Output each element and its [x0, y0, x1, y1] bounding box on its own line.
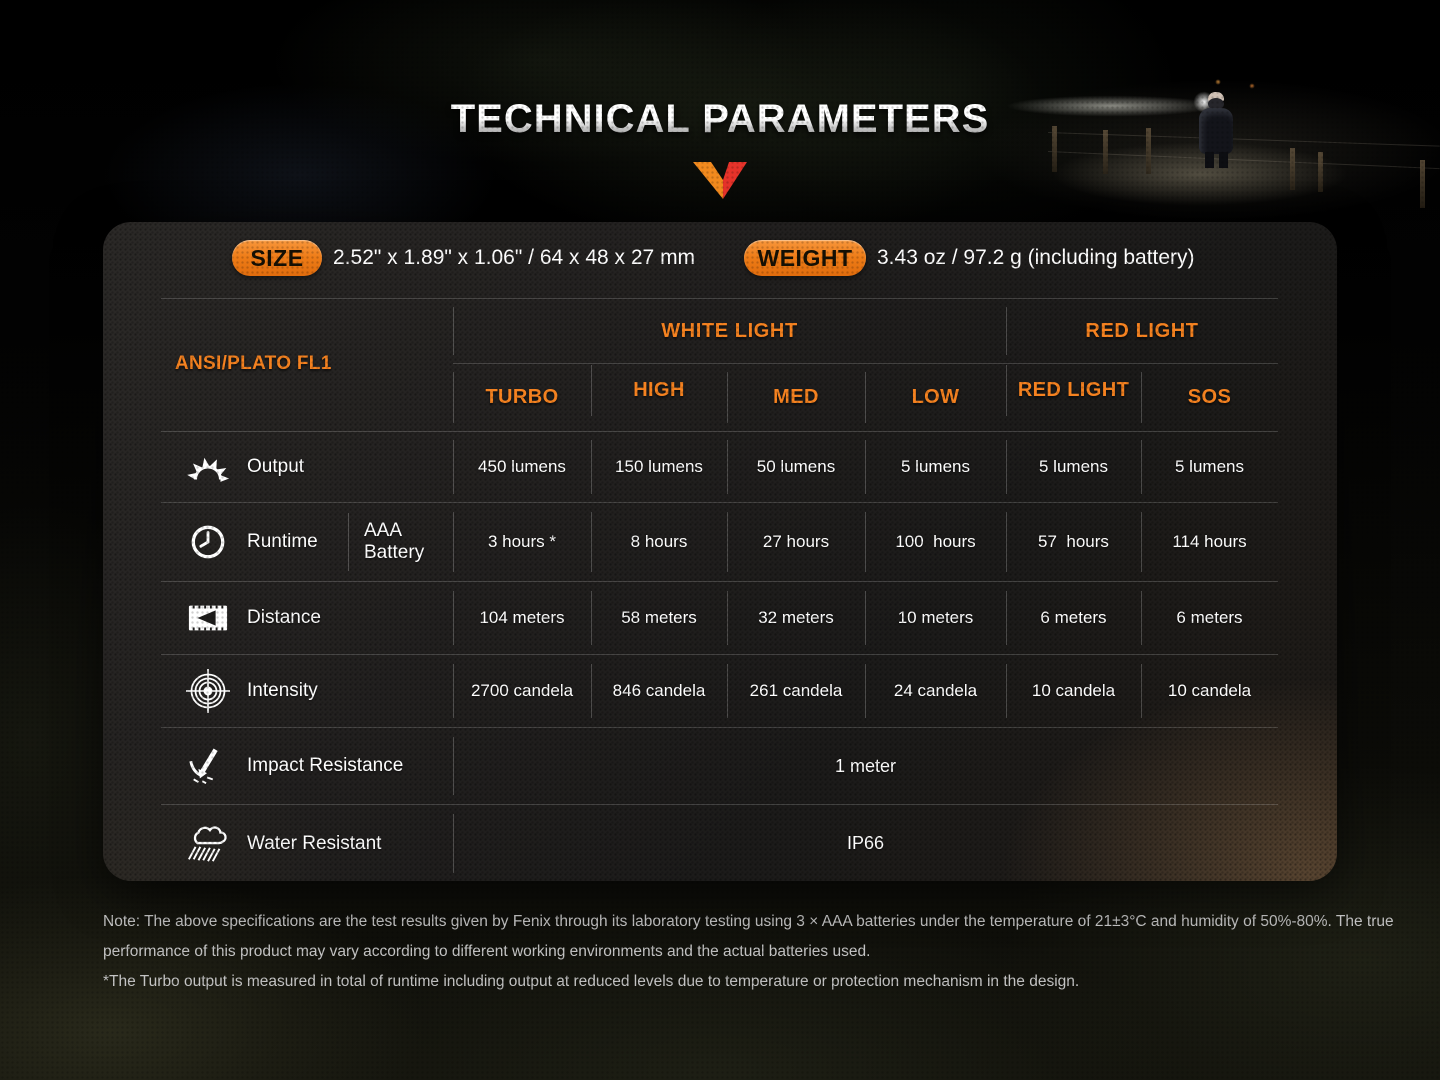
- footnote-line: Note: The above specifications are the t…: [103, 913, 1394, 930]
- hiker-leg: [1205, 152, 1214, 168]
- value-cell: 10 candela: [1006, 655, 1141, 727]
- hiker-with-headlamp: [1196, 92, 1236, 168]
- rain-cloud-icon: [185, 823, 231, 865]
- row-label-text: Intensity: [247, 680, 318, 701]
- row-label-text: Water Resistant: [247, 832, 382, 854]
- row-label-water: Water Resistant: [161, 805, 453, 882]
- value-cell: 10 meters: [865, 582, 1006, 654]
- row-label-text: Impact Resistance: [247, 755, 404, 776]
- fence-post: [1290, 148, 1295, 190]
- battery-divider: [348, 513, 349, 571]
- group-header-row: WHITE LIGHT RED LIGHT: [161, 298, 1278, 364]
- page-title: TECHNICAL PARAMETERS: [0, 97, 1440, 142]
- value-cell: 32 meters: [727, 582, 865, 654]
- clock-runtime-icon: [185, 523, 231, 561]
- value-cell: 6 meters: [1006, 582, 1141, 654]
- fence-post: [1103, 130, 1108, 174]
- value-cell: 3 hours *: [453, 503, 591, 581]
- footnote-line: *The Turbo output is measured in total o…: [103, 973, 1080, 990]
- fence-post: [1052, 126, 1057, 172]
- table-row-runtime: Runtime AAA Battery 3 hours * 8 hours 27…: [161, 503, 1278, 582]
- merged-value-cell: 1 meter: [453, 728, 1278, 804]
- white-light-group-header: WHITE LIGHT: [453, 299, 1006, 364]
- spec-panel: SIZE 2.52" x 1.89" x 1.06" / 64 x 48 x 2…: [103, 222, 1337, 881]
- spec-table: ANSI/PLATO FL1 WHITE LIGHT RED LIGHT TUR…: [161, 298, 1278, 882]
- hiker-backpack: [1199, 108, 1233, 154]
- value-cell: 5 lumens: [1141, 432, 1278, 502]
- impact-hammer-icon: [185, 746, 231, 786]
- value-cell: 261 candela: [727, 655, 865, 727]
- corner-spacer: [161, 299, 453, 364]
- value-cell: 5 lumens: [1006, 432, 1141, 502]
- mode-header-row: TURBO HIGH MED LOW RED LIGHT SOS: [161, 364, 1278, 432]
- standard-label: ANSI/PLATO FL1: [175, 353, 332, 374]
- weight-value: 3.43 oz / 97.2 g (including battery): [877, 246, 1195, 269]
- mode-header-turbo: TURBO: [453, 364, 591, 431]
- mode-header-redlight: RED LIGHT: [1006, 357, 1141, 424]
- row-label-text: Runtime: [247, 531, 318, 552]
- table-row-output: Output 450 lumens 150 lumens 50 lumens 5…: [161, 432, 1278, 503]
- value-cell: 104 meters: [453, 582, 591, 654]
- row-label-intensity: Intensity: [161, 655, 453, 727]
- value-cell: 50 lumens: [727, 432, 865, 502]
- merged-value-cell: IP66: [453, 805, 1278, 882]
- battery-type-label: AAA Battery: [364, 519, 425, 563]
- table-row-impact: Impact Resistance 1 meter: [161, 728, 1278, 805]
- weight-badge: WEIGHT: [744, 240, 866, 276]
- table-row-intensity: Intensity 2700 candela 846 candela 261 c…: [161, 655, 1278, 728]
- table-row-water: Water Resistant IP66: [161, 805, 1278, 882]
- fence-post: [1420, 160, 1425, 208]
- value-cell: 2700 candela: [453, 655, 591, 727]
- size-value: 2.52" x 1.89" x 1.06" / 64 x 48 x 27 mm: [333, 246, 696, 269]
- value-cell: 846 candela: [591, 655, 727, 727]
- value-cell: 100 hours: [865, 503, 1006, 581]
- value-cell: 24 candela: [865, 655, 1006, 727]
- red-light-group-header: RED LIGHT: [1006, 299, 1278, 364]
- corner-spacer: [161, 364, 453, 431]
- beam-distance-icon: [185, 601, 231, 635]
- target-intensity-icon: [185, 669, 231, 713]
- value-cell: 114 hours: [1141, 503, 1278, 581]
- fenix-chevron-logo-icon: [693, 162, 747, 199]
- mode-header-low: LOW: [865, 364, 1006, 431]
- value-cell: 8 hours: [591, 503, 727, 581]
- value-cell: 6 meters: [1141, 582, 1278, 654]
- table-row-distance: Distance 104 meters 58 meters 32 meters …: [161, 582, 1278, 655]
- mode-header-med: MED: [727, 364, 865, 431]
- footnote-line: performance of this product may vary acc…: [103, 943, 871, 960]
- hiker-head: [1208, 98, 1224, 110]
- fence-post: [1318, 152, 1323, 192]
- value-cell: 150 lumens: [591, 432, 727, 502]
- value-cell: 58 meters: [591, 582, 727, 654]
- value-cell: 57 hours: [1006, 503, 1141, 581]
- row-label-text: Output: [247, 456, 305, 477]
- value-cell: 10 candela: [1141, 655, 1278, 727]
- value-cell: 5 lumens: [865, 432, 1006, 502]
- row-label-output: Output: [161, 432, 453, 502]
- mode-header-high: HIGH: [591, 357, 727, 424]
- size-badge: SIZE: [232, 240, 322, 276]
- row-label-runtime: Runtime AAA Battery: [161, 503, 453, 581]
- hiker-leg: [1219, 152, 1228, 168]
- row-label-distance: Distance: [161, 582, 453, 654]
- value-cell: 450 lumens: [453, 432, 591, 502]
- row-label-text: Distance: [247, 607, 321, 628]
- sunburst-output-icon: [185, 449, 231, 485]
- fence-post: [1146, 128, 1151, 174]
- mode-header-sos: SOS: [1141, 364, 1278, 431]
- hiker-beanie: [1208, 92, 1224, 101]
- value-cell: 27 hours: [727, 503, 865, 581]
- row-label-impact: Impact Resistance: [161, 728, 453, 804]
- footnotes: Note: The above specifications are the t…: [103, 907, 1394, 997]
